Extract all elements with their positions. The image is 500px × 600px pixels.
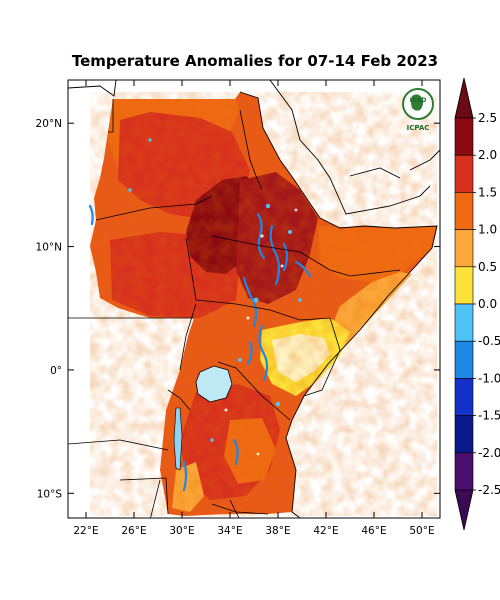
x-tick-label: 42°E bbox=[313, 525, 338, 537]
map-frame bbox=[67, 79, 441, 519]
colorbar-label: 1.0 bbox=[478, 223, 497, 237]
colorbar-label: 1.5 bbox=[478, 185, 497, 199]
logo-bottom-text: ICPAC bbox=[407, 124, 430, 132]
y-tick-label: 10°S bbox=[37, 488, 63, 500]
x-tick-label: 26°E bbox=[121, 525, 146, 537]
colorbar-label: -2.5 bbox=[478, 483, 500, 497]
logo-africa-icon bbox=[411, 94, 424, 111]
coastlines bbox=[68, 80, 440, 518]
lake-tanganyika bbox=[173, 407, 183, 471]
colorbar-label: -0.5 bbox=[478, 334, 500, 348]
colorbar-label: 2.5 bbox=[478, 111, 497, 125]
colorbar-label: -2.0 bbox=[478, 446, 500, 460]
lake-victoria bbox=[195, 365, 233, 403]
warm-anomaly-specks bbox=[224, 208, 298, 456]
map-content bbox=[68, 80, 440, 518]
colorbar-label: -1.0 bbox=[478, 371, 500, 385]
colorbar-segment bbox=[454, 303, 474, 342]
colorbar-label: 2.0 bbox=[478, 148, 497, 162]
colorbar-segment bbox=[454, 378, 474, 416]
colorbar-segment bbox=[454, 266, 474, 305]
x-tick-label: 38°E bbox=[265, 525, 290, 537]
icpac-logo: IGAD ICPAC bbox=[402, 88, 434, 132]
x-axis-ticks: 22°E 26°E 30°E 34°E 38°E 42°E 46°E 50°E bbox=[73, 80, 435, 537]
x-tick-label: 46°E bbox=[361, 525, 386, 537]
colorbar-segment bbox=[454, 340, 474, 379]
x-tick-label: 34°E bbox=[217, 525, 242, 537]
colorbar-segment bbox=[454, 117, 474, 156]
colorbar-segment bbox=[454, 154, 474, 193]
colorbar-segment bbox=[454, 192, 474, 230]
y-tick-label: 20°N bbox=[36, 118, 62, 130]
x-tick-label: 50°E bbox=[409, 525, 434, 537]
map-title: Temperature Anomalies for 07-14 Feb 2023 bbox=[71, 52, 439, 70]
y-axis-ticks: 20°N 10°N 0° 10°S bbox=[36, 118, 440, 500]
colorbar-segment bbox=[454, 452, 474, 491]
x-tick-label: 22°E bbox=[73, 525, 98, 537]
colorbar-label: -1.5 bbox=[478, 409, 500, 423]
cool-anomaly-streaks bbox=[88, 204, 312, 492]
y-tick-label: 10°N bbox=[36, 242, 62, 254]
colorbar-label: 0.0 bbox=[478, 297, 497, 311]
x-tick-label: 30°E bbox=[169, 525, 194, 537]
colorbar: 2.5 2.0 1.5 1.0 0.5 0.0 -0.5 -1.0 -1.5 -2.0 -2.5 bbox=[454, 77, 500, 531]
colorbar-segment bbox=[454, 229, 474, 268]
y-tick-label: 0° bbox=[50, 365, 62, 377]
colorbar-bottom-arrow bbox=[454, 489, 474, 531]
logo-top-text: IGAD bbox=[410, 97, 427, 104]
country-borders bbox=[68, 99, 401, 518]
cool-anomaly-dots bbox=[128, 138, 302, 442]
colorbar-label: 0.5 bbox=[478, 260, 497, 274]
colorbar-segment bbox=[454, 415, 474, 454]
colorbar-top-arrow bbox=[454, 77, 474, 119]
